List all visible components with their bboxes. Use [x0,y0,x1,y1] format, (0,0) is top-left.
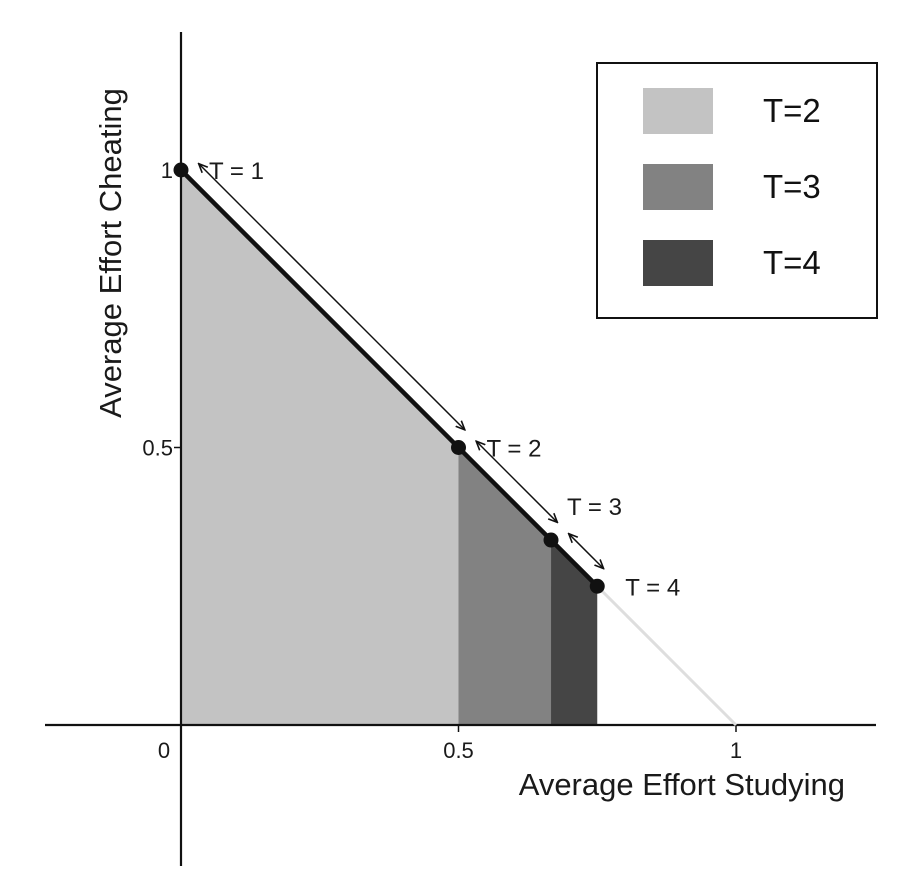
point-label-t3: T = 3 [567,494,622,521]
point-t3 [543,532,559,548]
x-tick-label: 0.5 [443,738,474,763]
legend-box [596,62,878,319]
frontier-extension [596,585,738,727]
y-tick-label: 1 [161,158,173,183]
interval-arrow [199,164,465,430]
y-axis-label: Average Effort Cheating [93,88,128,418]
point-t2 [451,440,466,455]
point-t4 [589,578,605,594]
legend-label-t-4: T=4 [763,244,821,281]
point-t1 [173,162,189,178]
legend-label-t-2: T=2 [763,92,821,129]
interval-arrow [569,534,604,569]
point-label-t2: T = 2 [487,436,542,463]
legend-swatch-t-3 [643,164,713,210]
x-tick-label: 0 [158,738,170,763]
legend-swatch-t-2 [643,88,713,134]
point-label-t1: T = 1 [209,158,264,185]
interval-arrow [476,441,557,522]
legend-label-t-3: T=3 [763,168,821,205]
x-axis-label: Average Effort Studying [519,767,845,802]
legend-swatch-t-4 [643,240,713,286]
point-label-t4: T = 4 [625,574,680,601]
region-t-2 [181,170,459,725]
region-t-3 [458,447,552,725]
region-t-4 [551,540,598,725]
legend: T=2 T=3 T=4 [596,62,878,319]
x-tick-label: 1 [730,738,742,763]
y-tick-label: 0.5 [142,436,173,461]
